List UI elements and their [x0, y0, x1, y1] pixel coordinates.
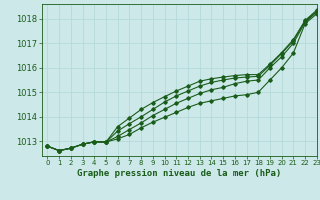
X-axis label: Graphe pression niveau de la mer (hPa): Graphe pression niveau de la mer (hPa) — [77, 169, 281, 178]
